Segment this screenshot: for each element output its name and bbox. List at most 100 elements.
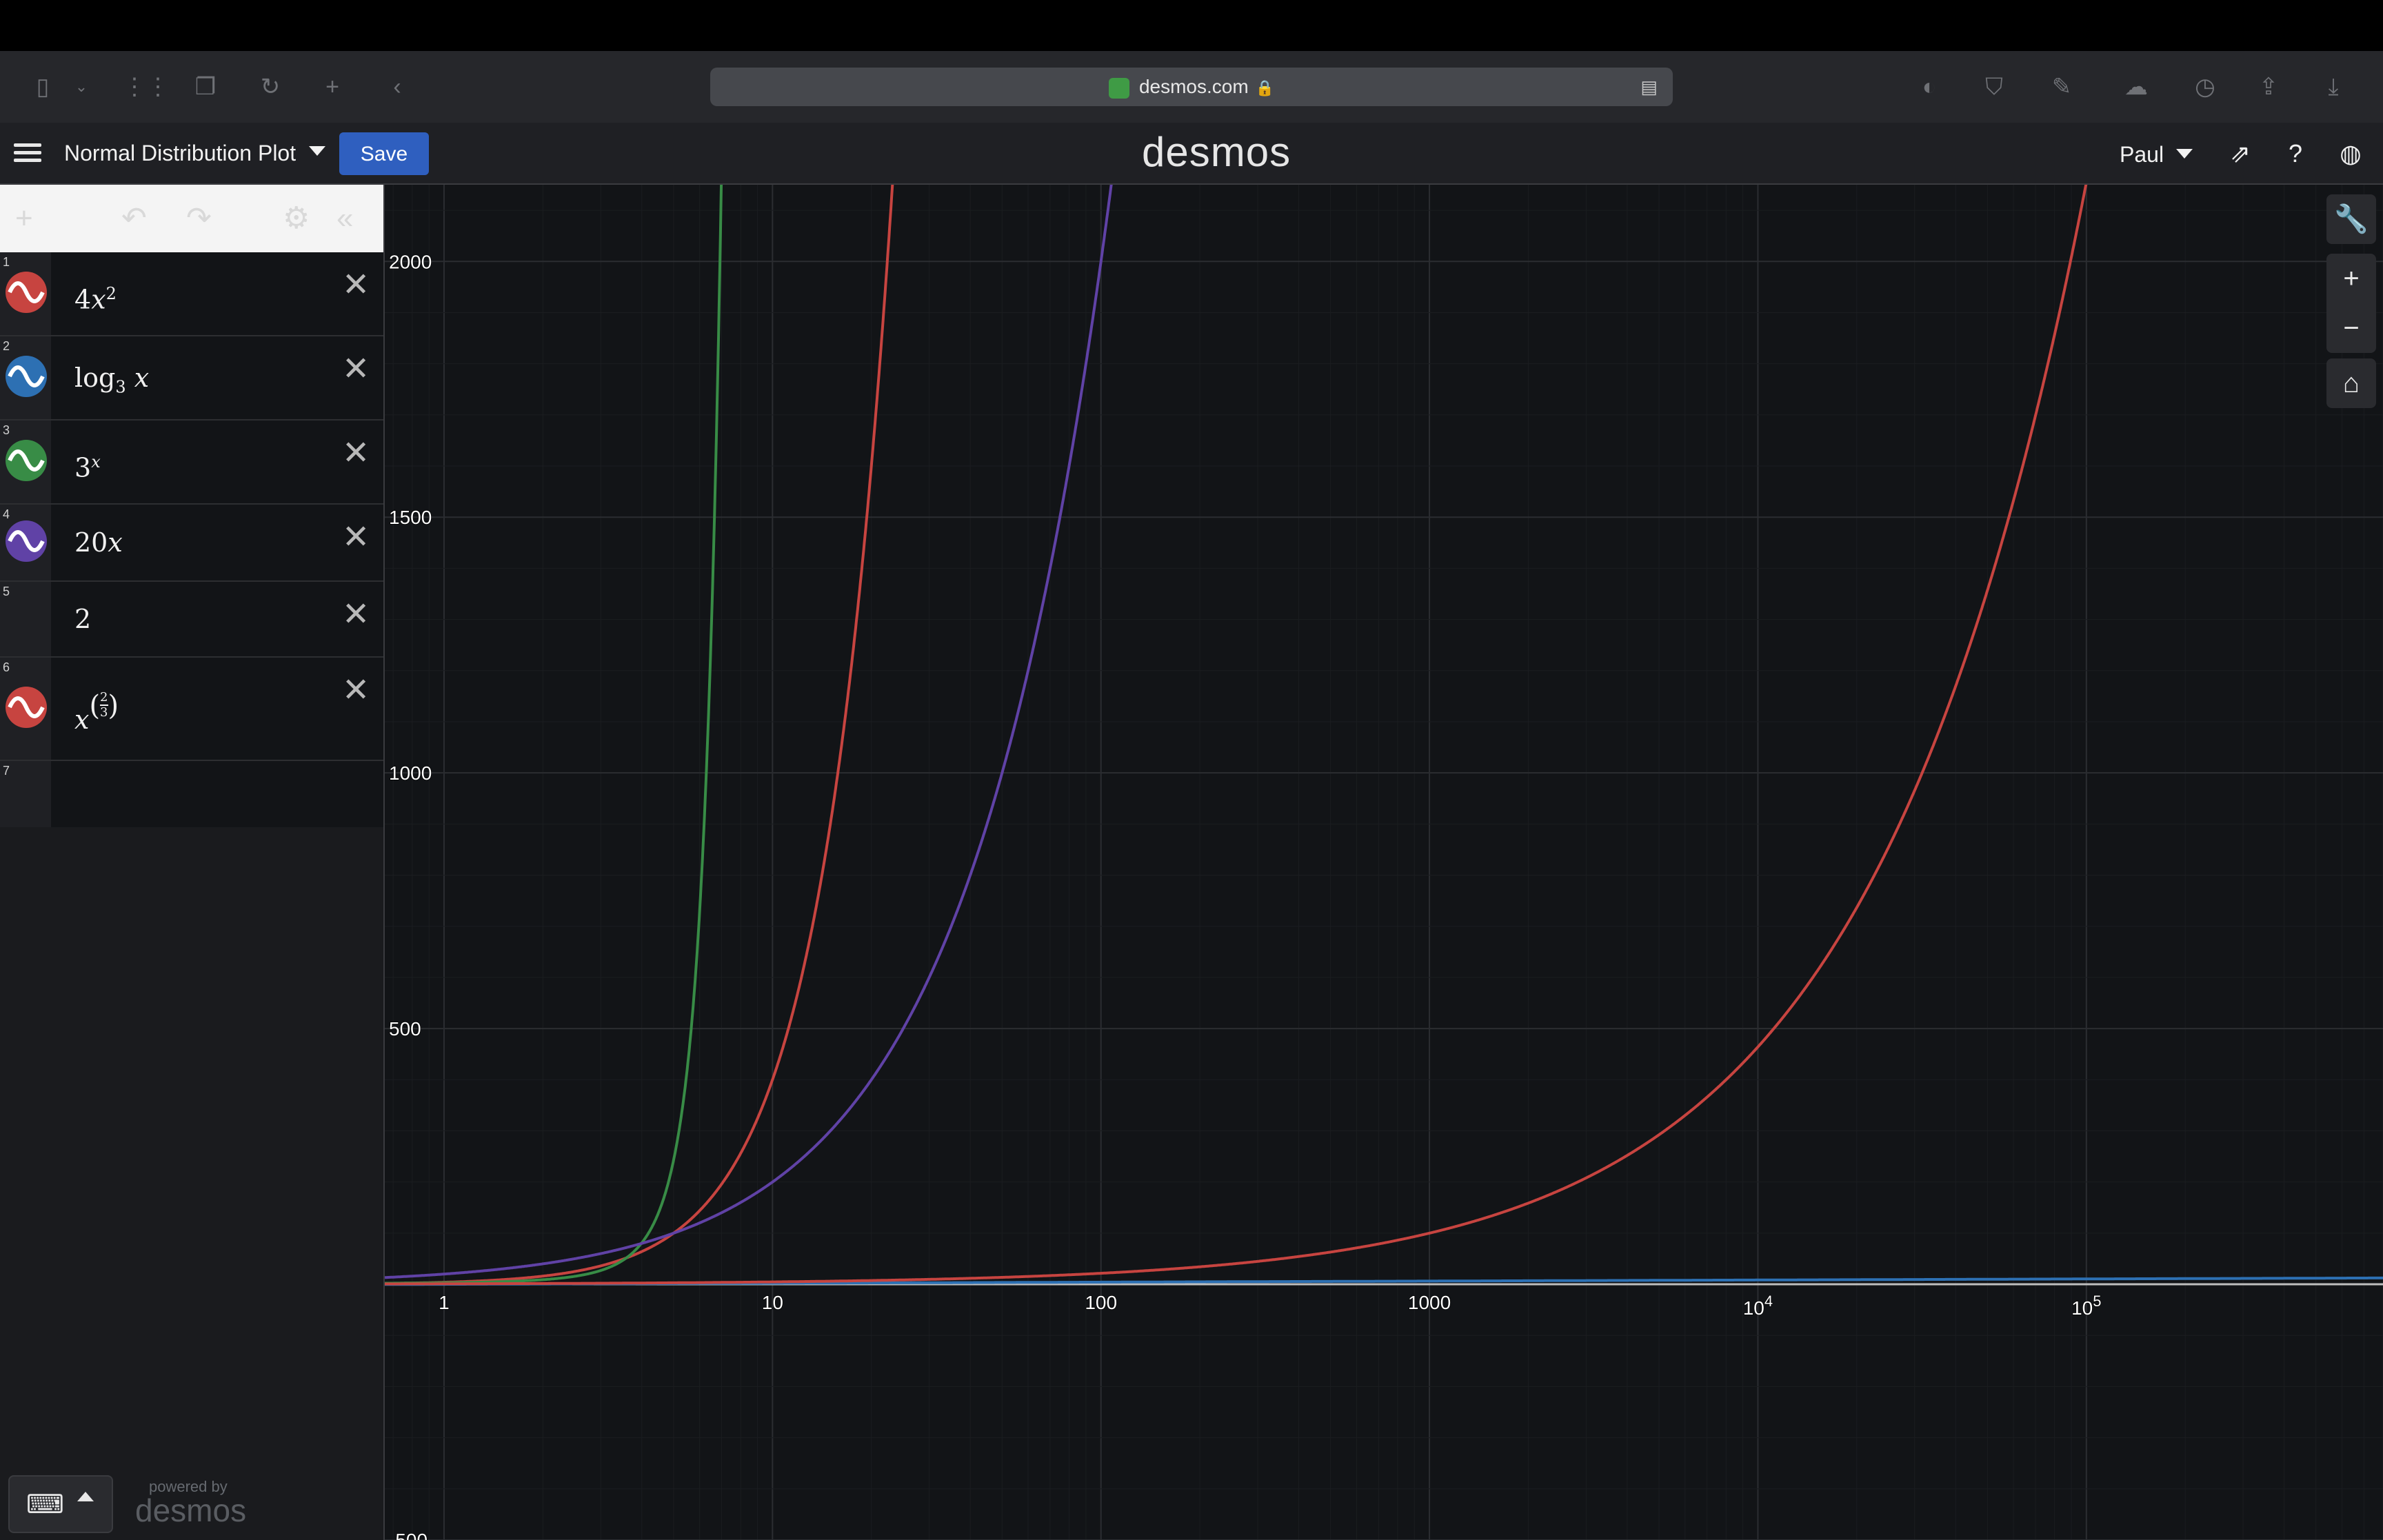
delete-expression-icon[interactable]: ✕ xyxy=(342,435,370,472)
download-icon[interactable]: ⤓ xyxy=(2328,74,2339,100)
chevron-down-icon[interactable]: ⌄ xyxy=(74,78,88,95)
expression-formula[interactable]: 4x2 xyxy=(74,276,117,318)
add-item-icon[interactable]: + xyxy=(15,201,33,235)
coefficient: 20 xyxy=(74,527,108,558)
app-header: Normal Distribution Plot Save desmos Pau… xyxy=(0,123,2383,185)
browser-toolbar: ▯ ⌄ ⋮⋮ ❐ ↻ + ‹ desmos.com 🔒 ▤ ◐ ⛉ ✎ ☁ ◷ ⇪… xyxy=(0,51,2383,123)
globe-icon[interactable]: ◍ xyxy=(2340,139,2362,168)
user-dropdown-icon[interactable] xyxy=(2176,149,2193,159)
powered-by-text: powered by xyxy=(149,1478,228,1495)
curve-x-2-3- xyxy=(385,185,2088,1286)
zoom-out-icon[interactable]: − xyxy=(2343,313,2360,343)
curve-3-x xyxy=(385,185,723,1285)
shield-icon[interactable]: ⛉ xyxy=(1985,74,2003,100)
variable: x xyxy=(74,705,90,735)
user-menu[interactable]: Paul xyxy=(2120,142,2164,167)
keyboard-icon: ⌨ xyxy=(26,1490,64,1519)
powered-by-logo[interactable]: desmos xyxy=(135,1492,247,1528)
settings-icon[interactable]: ⚙ xyxy=(283,201,310,235)
expression-index: 4 xyxy=(3,507,10,521)
fraction-numerator: 2 xyxy=(100,690,108,706)
delete-expression-icon[interactable]: ✕ xyxy=(342,596,370,633)
grid-icon[interactable]: ⋮⋮ xyxy=(123,74,170,100)
help-icon[interactable]: ? xyxy=(2288,139,2303,168)
undo-icon[interactable]: ↶ xyxy=(121,201,147,235)
delete-expression-icon[interactable]: ✕ xyxy=(342,519,370,556)
caret-up-icon xyxy=(77,1492,94,1501)
expression-row-3[interactable]: 3 3x ✕ xyxy=(0,421,383,505)
coefficient: 4 xyxy=(74,284,92,315)
title-dropdown-icon[interactable] xyxy=(309,146,325,156)
curves xyxy=(385,185,2383,1286)
pen-icon[interactable]: ✎ xyxy=(2051,74,2072,100)
grid xyxy=(385,185,2383,1540)
expression-row-6[interactable]: 6 x(2 3) ✕ xyxy=(0,658,383,761)
expression-formula[interactable]: log3 x xyxy=(74,360,149,405)
y-tick-label: 2000 xyxy=(389,251,432,272)
collapse-panel-icon[interactable]: « xyxy=(336,201,354,235)
clock-icon[interactable]: ◷ xyxy=(2195,74,2215,100)
expression-gutter: 5 xyxy=(0,582,51,656)
expression-row-7[interactable]: 7 xyxy=(0,761,383,827)
cloud-icon[interactable]: ☁ xyxy=(2124,74,2148,100)
graph-color-icon[interactable] xyxy=(4,354,48,398)
graph-color-icon[interactable] xyxy=(4,438,48,483)
exponent: 2 xyxy=(105,284,117,303)
tabs-icon[interactable]: ❐ xyxy=(194,74,217,100)
expression-gutter: 7 xyxy=(0,761,51,827)
redo-icon[interactable]: ↷ xyxy=(186,201,212,235)
sidebar-icon[interactable]: ▯ xyxy=(36,74,50,100)
expression-row-1[interactable]: 1 4x2 ✕ xyxy=(0,252,383,336)
expression-formula[interactable]: 3x xyxy=(74,444,101,486)
share-icon[interactable]: ⇪ xyxy=(2258,74,2279,100)
graph-color-icon[interactable] xyxy=(4,270,48,314)
graph-title[interactable]: Normal Distribution Plot xyxy=(64,141,296,165)
reload-icon[interactable]: ↻ xyxy=(260,74,281,100)
reader-icon[interactable]: ▤ xyxy=(1640,77,1658,97)
expression-index: 2 xyxy=(3,339,10,353)
base: 3 xyxy=(74,452,92,483)
desmos-logo: desmos xyxy=(1142,129,1291,175)
variable: x xyxy=(108,527,123,558)
expression-row-2[interactable]: 2 log3 x ✕ xyxy=(0,336,383,421)
lock-icon: 🔒 xyxy=(1255,79,1275,97)
variable: x xyxy=(91,284,106,315)
x-tick-label: 100 xyxy=(1085,1292,1117,1313)
graph-settings-wrench-icon[interactable]: 🔧 xyxy=(2326,194,2376,244)
delete-expression-icon[interactable]: ✕ xyxy=(342,351,370,387)
expression-gutter: 4 xyxy=(0,505,51,580)
graph-color-icon[interactable] xyxy=(4,519,48,563)
expression-row-4[interactable]: 4 20x ✕ xyxy=(0,505,383,582)
graph-color-icon[interactable] xyxy=(4,685,48,729)
curve-20x xyxy=(385,185,1113,1279)
expression-formula[interactable]: x(2 3) xyxy=(74,690,119,735)
url-bar[interactable]: desmos.com 🔒 ▤ xyxy=(710,68,1673,106)
function-name: log xyxy=(74,363,116,393)
x-tick-label: 10 xyxy=(762,1292,783,1313)
share-graph-icon[interactable]: ⇗ xyxy=(2229,139,2251,168)
moon-icon[interactable]: ◐ xyxy=(1922,74,1937,100)
expression-gutter: 1 xyxy=(0,252,51,335)
home-icon[interactable]: ⌂ xyxy=(2326,358,2376,408)
expression-formula[interactable]: 2 xyxy=(74,601,91,637)
save-button[interactable]: Save xyxy=(339,132,429,175)
menu-icon[interactable] xyxy=(14,139,41,167)
delete-expression-icon[interactable]: ✕ xyxy=(342,267,370,303)
x-tick-label: 104 xyxy=(1743,1293,1773,1319)
expression-formula[interactable]: 20x xyxy=(74,525,123,560)
y-tick-label: 1000 xyxy=(389,762,432,784)
back-icon[interactable]: ‹ xyxy=(393,74,401,100)
constant-value: 2 xyxy=(74,604,92,634)
y-tick-label: 1500 xyxy=(389,507,432,528)
expression-index: 7 xyxy=(3,764,10,778)
delete-expression-icon[interactable]: ✕ xyxy=(342,672,370,709)
log-base: 3 xyxy=(115,377,126,397)
x-tick-label: 1000 xyxy=(1408,1292,1451,1313)
expression-index: 3 xyxy=(3,423,10,437)
zoom-in-icon[interactable]: + xyxy=(2343,263,2360,294)
expression-row-5[interactable]: 5 2 ✕ xyxy=(0,582,383,658)
new-tab-icon[interactable]: + xyxy=(325,74,339,100)
keyboard-toggle-button[interactable]: ⌨ xyxy=(8,1475,113,1533)
